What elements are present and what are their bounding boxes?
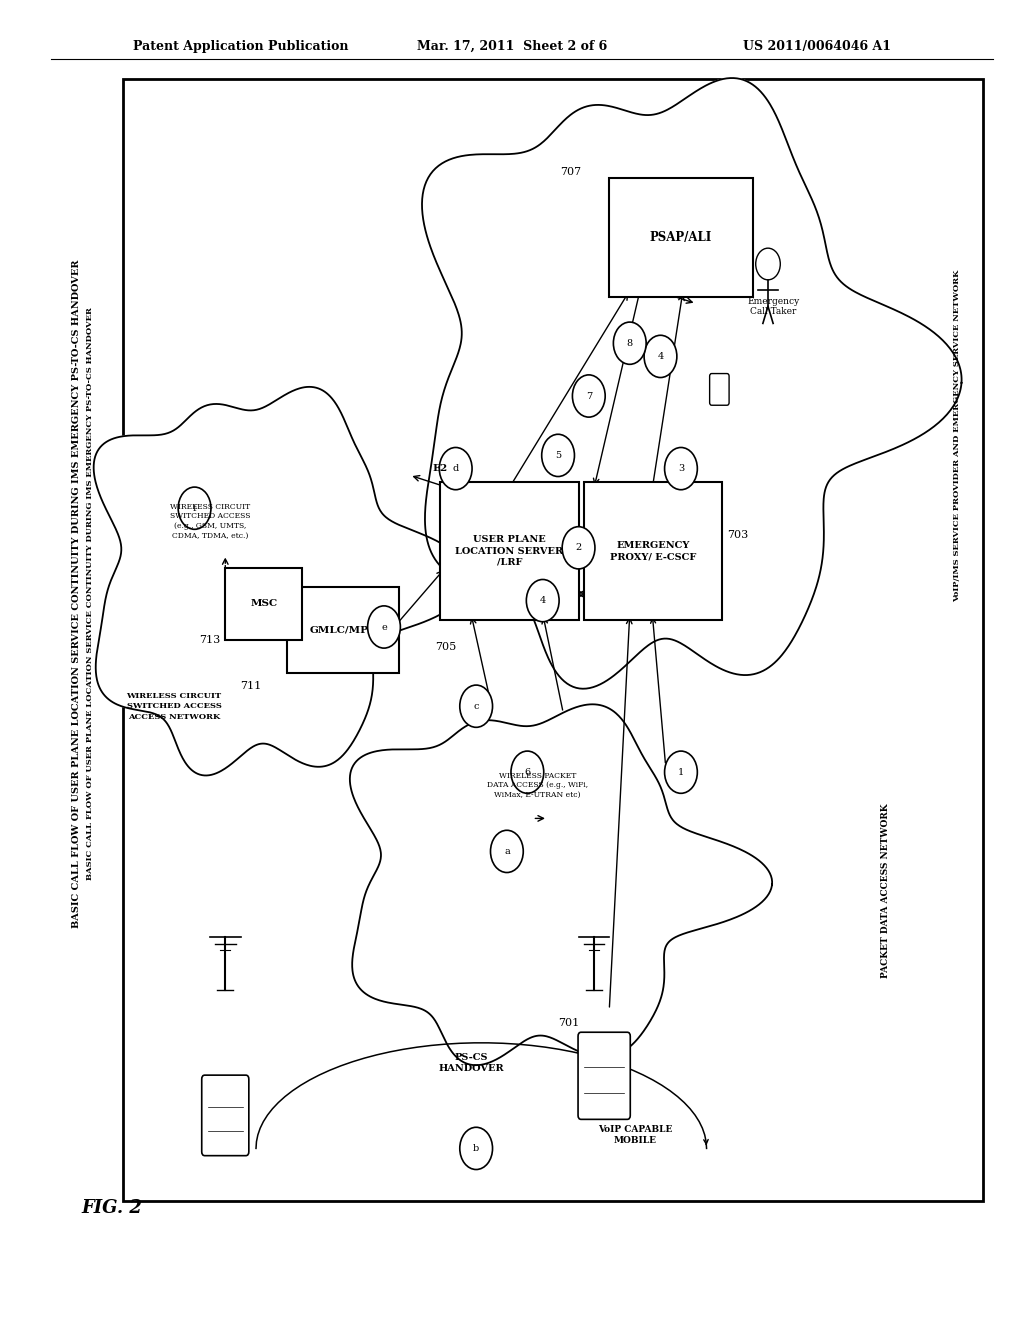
Polygon shape [422,78,962,689]
Text: MSC: MSC [250,599,278,609]
Circle shape [562,527,595,569]
FancyBboxPatch shape [440,482,579,620]
Text: d: d [453,465,459,473]
Circle shape [644,335,677,378]
Text: EMERGENCY
PROXY/ E-CSCF: EMERGENCY PROXY/ E-CSCF [609,541,696,561]
Circle shape [542,434,574,477]
Circle shape [572,375,605,417]
Text: BASIC CALL FLOW OF USER PLANE LOCATION SERVICE CONTINUITY DURING IMS EMERGENCY P: BASIC CALL FLOW OF USER PLANE LOCATION S… [73,260,81,928]
Circle shape [178,487,211,529]
Circle shape [665,447,697,490]
Text: 2: 2 [575,544,582,552]
Text: E2: E2 [433,465,447,473]
Text: 8: 8 [627,339,633,347]
Circle shape [490,830,523,873]
Text: 707: 707 [560,166,581,177]
Text: 4: 4 [657,352,664,360]
Text: 703: 703 [727,529,748,540]
Text: GMLC/MPC: GMLC/MPC [309,626,377,635]
Polygon shape [350,705,772,1065]
Text: 713: 713 [200,635,220,645]
FancyBboxPatch shape [584,482,722,620]
Polygon shape [93,387,469,775]
Text: PACKET DATA ACCESS NETWORK: PACKET DATA ACCESS NETWORK [882,804,890,978]
Text: b: b [473,1144,479,1152]
Text: 711: 711 [241,681,261,692]
Text: 5: 5 [555,451,561,459]
FancyBboxPatch shape [609,178,753,297]
Text: Mar. 17, 2011  Sheet 2 of 6: Mar. 17, 2011 Sheet 2 of 6 [417,40,607,53]
Circle shape [613,322,646,364]
Text: 705: 705 [435,642,456,652]
FancyBboxPatch shape [710,374,729,405]
Text: 1: 1 [678,768,684,776]
Circle shape [460,1127,493,1170]
FancyBboxPatch shape [202,1074,249,1156]
Text: Patent Application Publication: Patent Application Publication [133,40,348,53]
Circle shape [511,751,544,793]
Text: VoIP CAPABLE
MOBILE: VoIP CAPABLE MOBILE [598,1125,672,1146]
Text: 3: 3 [678,465,684,473]
Circle shape [439,447,472,490]
Text: USER PLANE
LOCATION SERVER
/LRF: USER PLANE LOCATION SERVER /LRF [456,536,563,566]
Text: 4: 4 [540,597,546,605]
Text: Emergency
Call Taker: Emergency Call Taker [746,297,800,317]
Circle shape [526,579,559,622]
FancyBboxPatch shape [123,79,983,1201]
Text: c: c [473,702,479,710]
Text: e: e [381,623,387,631]
Circle shape [665,751,697,793]
Text: PS-CS
HANDOVER: PS-CS HANDOVER [438,1052,504,1073]
FancyBboxPatch shape [578,1032,631,1119]
Text: 7: 7 [586,392,592,400]
Circle shape [368,606,400,648]
Text: 701: 701 [558,1018,579,1028]
Text: 6: 6 [524,768,530,776]
Text: a: a [504,847,510,855]
Text: US 2011/0064046 A1: US 2011/0064046 A1 [742,40,891,53]
Text: FIG. 2: FIG. 2 [82,1199,142,1217]
Text: PSAP/ALI: PSAP/ALI [650,231,712,244]
Text: f: f [193,504,197,512]
Text: WIRELESS PACKET
DATA ACCESS (e.g., WiFi,
WiMax, E-UTRAN etc): WIRELESS PACKET DATA ACCESS (e.g., WiFi,… [487,772,588,799]
FancyBboxPatch shape [225,568,302,640]
Text: WIRELESS CIRCUIT
SWITCHED ACCESS
(e.g., GSM, UMTS,
CDMA, TDMA, etc.): WIRELESS CIRCUIT SWITCHED ACCESS (e.g., … [170,503,250,540]
FancyBboxPatch shape [287,587,399,673]
Text: BASIC CALL FLOW OF USER PLANE LOCATION SERVICE CONTINUITY DURING IMS EMERGENCY P: BASIC CALL FLOW OF USER PLANE LOCATION S… [86,308,94,880]
Circle shape [460,685,493,727]
Text: WIRELESS CIRCUIT
SWITCHED ACCESS
ACCESS NETWORK: WIRELESS CIRCUIT SWITCHED ACCESS ACCESS … [127,692,221,721]
Circle shape [756,248,780,280]
Text: VoIP/IMS SERVICE PROVIDER AND EMERGENCY SERVICE NETWORK: VoIP/IMS SERVICE PROVIDER AND EMERGENCY … [953,269,962,602]
